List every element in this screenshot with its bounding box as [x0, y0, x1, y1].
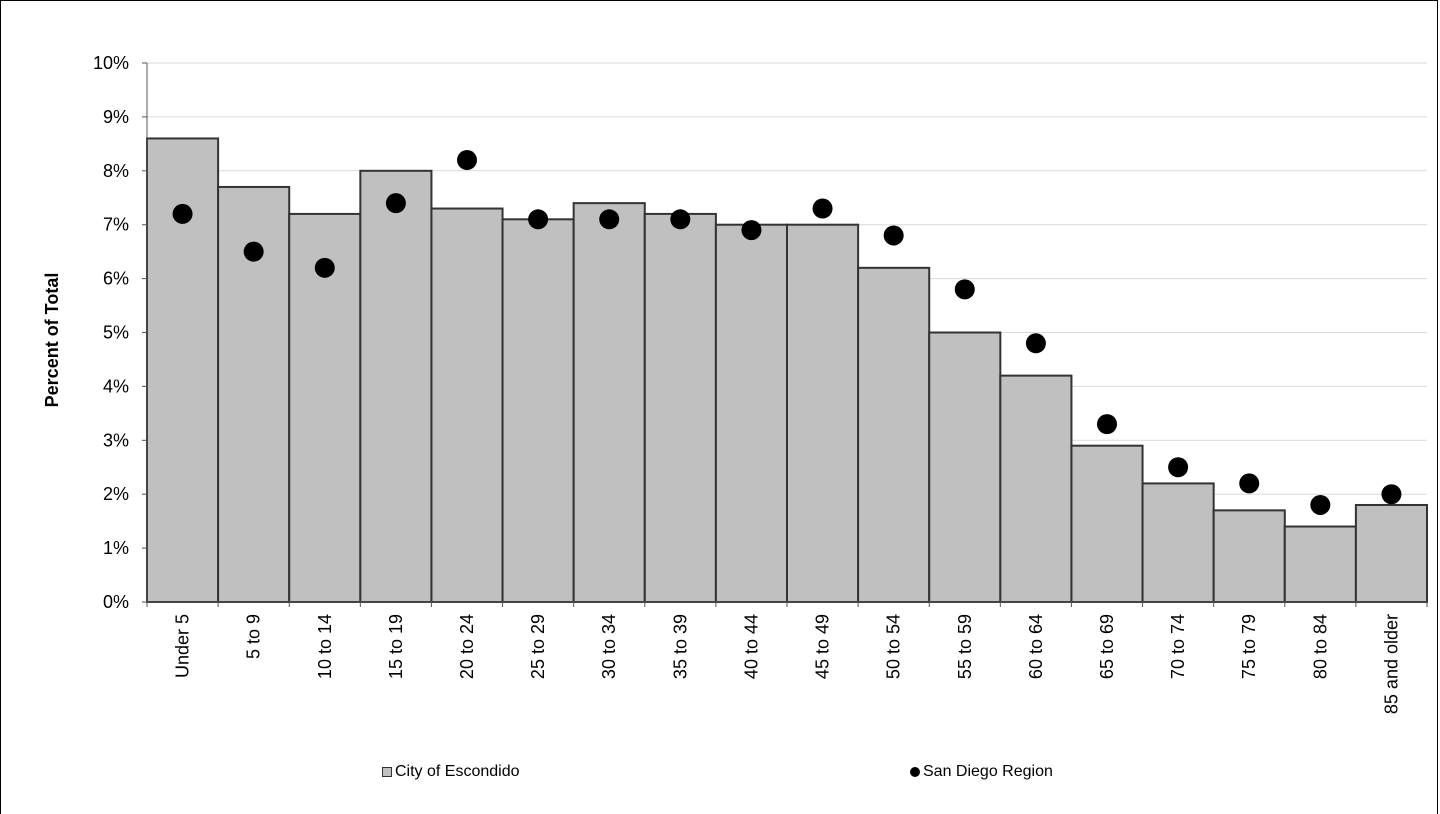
x-tick-label: 60 to 64: [1026, 614, 1046, 679]
marker: [1168, 457, 1189, 478]
bar: [1354, 503, 1429, 604]
marker: [1310, 494, 1331, 515]
marker: [883, 225, 904, 246]
bar: [1212, 509, 1286, 603]
x-tick-label: 80 to 84: [1310, 614, 1330, 679]
y-tick-label: 7%: [103, 215, 129, 235]
marker: [812, 198, 833, 219]
bar: [857, 266, 931, 603]
y-tick-labels: 0% 1% 2% 3% 4% 5% 6% 7% 8% 9% 10%: [93, 53, 129, 612]
x-tick-label: 70 to 74: [1168, 614, 1188, 679]
x-tick-label: 65 to 69: [1097, 614, 1117, 679]
marker: [457, 150, 477, 171]
bar: [643, 212, 717, 603]
x-tick-label: 10 to 14: [315, 614, 335, 679]
axes: [142, 62, 1428, 607]
x-tick-label: 5 to 9: [244, 614, 264, 659]
x-tick-label: Under 5: [173, 614, 193, 678]
y-tick-label: 1%: [103, 538, 129, 558]
x-tick-label: 85 and older: [1381, 614, 1401, 714]
y-tick-label: 2%: [103, 484, 129, 504]
bar: [572, 202, 646, 603]
marker: [599, 209, 620, 230]
legend-item-city-of-escondido: City of Escondido: [382, 762, 520, 782]
bar: [430, 207, 504, 603]
bars: [146, 137, 1429, 604]
legend-label: San Diego Region: [923, 763, 1053, 780]
y-axis-label: Percent of Total: [42, 273, 62, 408]
legend-label: City of Escondido: [395, 763, 520, 780]
x-tick-label: 45 to 49: [813, 614, 833, 679]
bar: [1283, 525, 1357, 603]
x-tick-label: 40 to 44: [741, 614, 761, 679]
marker: [172, 203, 193, 224]
marker: [741, 220, 762, 241]
x-tick-label: 55 to 59: [955, 614, 975, 679]
bar: [714, 223, 789, 603]
y-tick-label: 4%: [103, 376, 129, 396]
legend-item-san-diego-region: San Diego Region: [910, 762, 1053, 782]
x-tick-label: 50 to 54: [884, 614, 904, 679]
marker: [1381, 484, 1402, 505]
marker: [670, 209, 691, 230]
y-tick-label: 10%: [93, 53, 129, 73]
x-tick-label: 30 to 34: [599, 614, 619, 679]
x-tick-label: 15 to 19: [386, 614, 406, 679]
legend-dot-swatch: [910, 767, 920, 777]
y-tick-label: 9%: [103, 107, 129, 127]
bar: [1141, 482, 1215, 604]
bar: [928, 331, 1002, 603]
marker: [314, 257, 335, 278]
marker: [385, 193, 406, 214]
marker: [528, 209, 549, 230]
legend-bar-swatch: [382, 767, 392, 777]
y-tick-label: 0%: [103, 592, 129, 612]
y-tick-label: 3%: [103, 430, 129, 450]
x-tick-label: 75 to 79: [1239, 614, 1259, 679]
y-tick-label: 6%: [103, 269, 129, 289]
bar: [501, 218, 575, 603]
y-tick-label: 8%: [103, 161, 129, 181]
markers: [172, 150, 1402, 515]
bar: [999, 374, 1073, 603]
x-tick-labels: Under 5 5 to 9 10 to 14 15 to 19 20 to 24 25 …: [173, 614, 1402, 714]
marker: [243, 241, 264, 262]
x-tick-label: 20 to 24: [457, 614, 477, 679]
x-tick-label: 25 to 29: [528, 614, 548, 679]
bar: [1070, 444, 1144, 603]
y-tick-label: 5%: [103, 323, 129, 343]
x-tick-label: 35 to 39: [670, 614, 690, 679]
marker: [1097, 414, 1117, 435]
marker: [1025, 333, 1046, 354]
bar: [786, 223, 860, 603]
marker: [1239, 473, 1260, 494]
marker: [954, 279, 975, 300]
bar: [359, 169, 433, 604]
